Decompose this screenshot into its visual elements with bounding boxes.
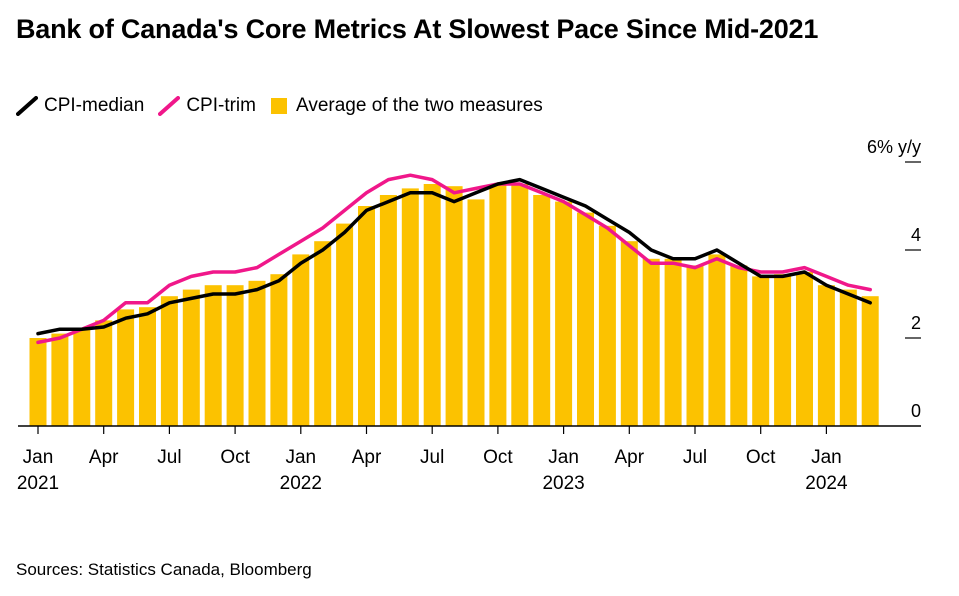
x-tick-label: Jul <box>420 447 444 468</box>
legend-bar-yellow-icon <box>270 98 287 114</box>
x-tick-label: Apr <box>352 447 382 468</box>
bar-average <box>139 307 156 426</box>
x-tick-label: Jul <box>683 447 707 468</box>
legend-label-cpi-trim: CPI-trim <box>186 95 256 116</box>
y-tick-label: 6% y/y <box>867 137 921 157</box>
bar-average <box>401 188 419 426</box>
bar-average <box>379 195 397 426</box>
bar-average <box>358 206 375 426</box>
x-tick-year: 2023 <box>542 473 584 494</box>
x-tick-year: 2021 <box>17 473 59 494</box>
bar-average <box>730 265 748 426</box>
bar-average <box>160 296 178 426</box>
bar-average <box>270 274 288 426</box>
x-tick-label: Jan <box>285 447 316 468</box>
bar-average <box>423 184 441 426</box>
bar-average <box>467 199 485 426</box>
bar-average <box>708 254 726 426</box>
bar-average <box>839 289 857 426</box>
bar-average <box>686 265 704 426</box>
bar-average <box>204 285 222 426</box>
bar-average <box>51 333 69 426</box>
y-tick-label: 4 <box>911 225 921 245</box>
bar-average <box>598 225 616 426</box>
series-line-cpi-median <box>36 177 872 336</box>
bar-average <box>577 212 594 426</box>
bar-average <box>314 241 332 426</box>
bar-average <box>817 285 835 426</box>
bar-average <box>445 186 463 426</box>
x-tick-label: Apr <box>89 447 119 468</box>
x-tick-label: Jan <box>548 447 579 468</box>
y-tick-label: 2 <box>911 313 921 333</box>
bar-average <box>73 329 91 426</box>
bar-average <box>511 184 529 426</box>
bar-average <box>29 338 47 426</box>
bar-average <box>489 184 507 426</box>
legend-item-cpi-median: CPI-median <box>16 95 144 117</box>
bar-average <box>620 241 638 426</box>
bar-average <box>664 258 682 426</box>
x-tick-label: Apr <box>615 447 645 468</box>
bar-average <box>336 223 354 426</box>
legend-label-average: Average of the two measures <box>295 95 543 116</box>
source-note: Sources: Statistics Canada, Bloomberg <box>16 560 312 579</box>
bar-average <box>861 296 879 426</box>
x-tick-label: Jan <box>23 447 54 468</box>
bar-average <box>774 274 792 426</box>
bar-average <box>292 254 310 426</box>
bar-average <box>182 289 200 426</box>
bar-average <box>95 320 113 426</box>
legend-line-black-icon <box>16 96 38 116</box>
bar-average <box>642 258 660 426</box>
legend-item-average: Average of the two measures <box>270 95 543 117</box>
bar-average <box>796 272 813 426</box>
x-tick-year: 2024 <box>805 473 848 494</box>
x-tick-label: Oct <box>483 447 513 468</box>
legend-item-cpi-trim: CPI-trim <box>158 95 256 117</box>
legend-line-pink-icon <box>158 96 181 116</box>
bar-average <box>117 309 135 426</box>
chart-title: Bank of Canada's Core Metrics At Slowest… <box>16 14 819 44</box>
bar-average <box>752 276 770 426</box>
bar-average <box>555 201 573 426</box>
x-tick-year: 2022 <box>280 473 322 494</box>
x-tick-label: Oct <box>220 447 250 468</box>
series-line-cpi-trim <box>36 173 872 345</box>
legend: CPI-median CPI-trim Average of the two m… <box>16 93 557 119</box>
x-tick-label: Jan <box>811 447 842 468</box>
x-tick-label: Oct <box>746 447 776 468</box>
bar-average <box>533 195 551 426</box>
legend-label-cpi-median: CPI-median <box>44 95 145 116</box>
x-tick-label: Jul <box>157 447 181 468</box>
bar-average <box>226 285 244 426</box>
y-tick-label: 0 <box>911 401 921 421</box>
bar-average <box>248 280 266 426</box>
